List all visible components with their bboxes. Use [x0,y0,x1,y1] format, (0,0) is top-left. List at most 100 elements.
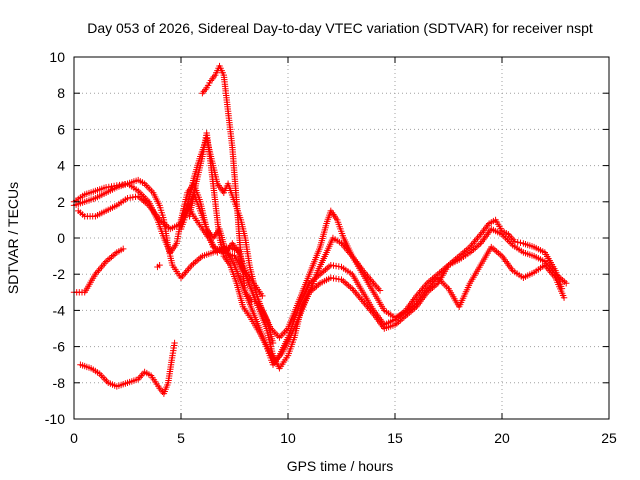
marker-run [467,264,483,285]
marker-run [241,305,254,321]
data-point [269,339,277,347]
marker-run [200,227,211,240]
marker-run [83,188,97,197]
marker-run [158,218,172,231]
marker-run [383,317,397,327]
marker-run [127,193,139,201]
marker-run [227,264,239,285]
marker-run [285,300,302,330]
marker-run [317,222,330,249]
marker-run [319,275,332,286]
marker-run [350,287,365,303]
marker-run [361,300,376,316]
marker-run [201,250,215,259]
marker-run [209,73,217,82]
marker-run [436,276,450,291]
marker-run [324,236,336,254]
x-tick-label: 25 [601,430,617,446]
marker-run [500,233,515,247]
marker-run [242,237,253,267]
marker-run [231,246,240,254]
marker-run [330,275,342,283]
marker-run [334,219,346,239]
marker-run [252,282,265,297]
data-series [70,62,570,397]
series-arc-2 [70,180,570,372]
marker-run [136,189,151,204]
marker-run [216,245,225,254]
marker-run [197,209,210,230]
marker-run [157,204,167,221]
y-tick-label: 10 [49,49,65,65]
x-axis-label: GPS time / hours [287,458,394,474]
series-arc-4 [70,245,127,296]
marker-run [137,178,146,186]
marker-run [328,209,340,222]
grid-lines [74,57,609,419]
marker-run [360,273,376,294]
marker-run [371,312,387,330]
marker-run [105,182,118,191]
marker-run [285,336,297,357]
marker-run [425,276,440,291]
marker-run [273,352,284,363]
marker-run [115,181,129,190]
marker-run [221,254,233,267]
series-arc-8 [184,202,242,256]
marker-run [478,227,494,245]
marker-run [203,132,214,167]
marker-run [493,218,504,232]
marker-run [204,79,213,89]
marker-run [193,155,206,185]
marker-run [179,263,194,280]
marker-run [255,300,269,321]
marker-run [393,310,407,320]
marker-run [458,250,471,262]
marker-run [104,250,119,264]
marker-run [554,272,568,285]
marker-run [506,233,517,243]
marker-run [340,277,354,291]
marker-run [192,215,205,230]
marker-run [161,381,171,395]
marker-run [490,226,504,237]
marker-run [143,182,155,195]
series-arc-6 [186,129,384,365]
marker-run [225,110,236,149]
marker-run [234,282,246,308]
marker-run [126,181,140,193]
marker-run [263,327,276,357]
marker-run [489,245,504,258]
marker-run [393,314,408,327]
marker-run [278,327,290,339]
data-point [563,280,570,287]
marker-run [414,281,429,298]
marker-run [383,322,397,331]
x-tick-label: 20 [494,430,510,446]
y-tick-label: -8 [53,375,66,391]
marker-run [136,370,147,381]
marker-run [178,209,190,230]
marker-run [213,65,222,76]
marker-run [277,354,290,370]
marker-run [107,380,118,389]
x-tick-label: 5 [177,430,185,446]
marker-run [190,254,204,267]
marker-run [414,287,429,305]
chart-title: Day 053 of 2026, Sidereal Day-to-day VTE… [87,20,593,36]
marker-run [157,386,166,395]
marker-run [115,380,129,389]
marker-run [511,243,525,255]
marker-run [533,263,546,275]
marker-run [178,191,191,221]
marker-run [93,260,108,276]
marker-run [533,254,546,264]
series-arc-10 [199,62,277,347]
marker-run [94,190,108,201]
marker-run [105,203,118,213]
marker-run [533,244,546,255]
x-tick-label: 10 [280,430,296,446]
marker-run [500,254,515,272]
data-point [156,261,163,269]
